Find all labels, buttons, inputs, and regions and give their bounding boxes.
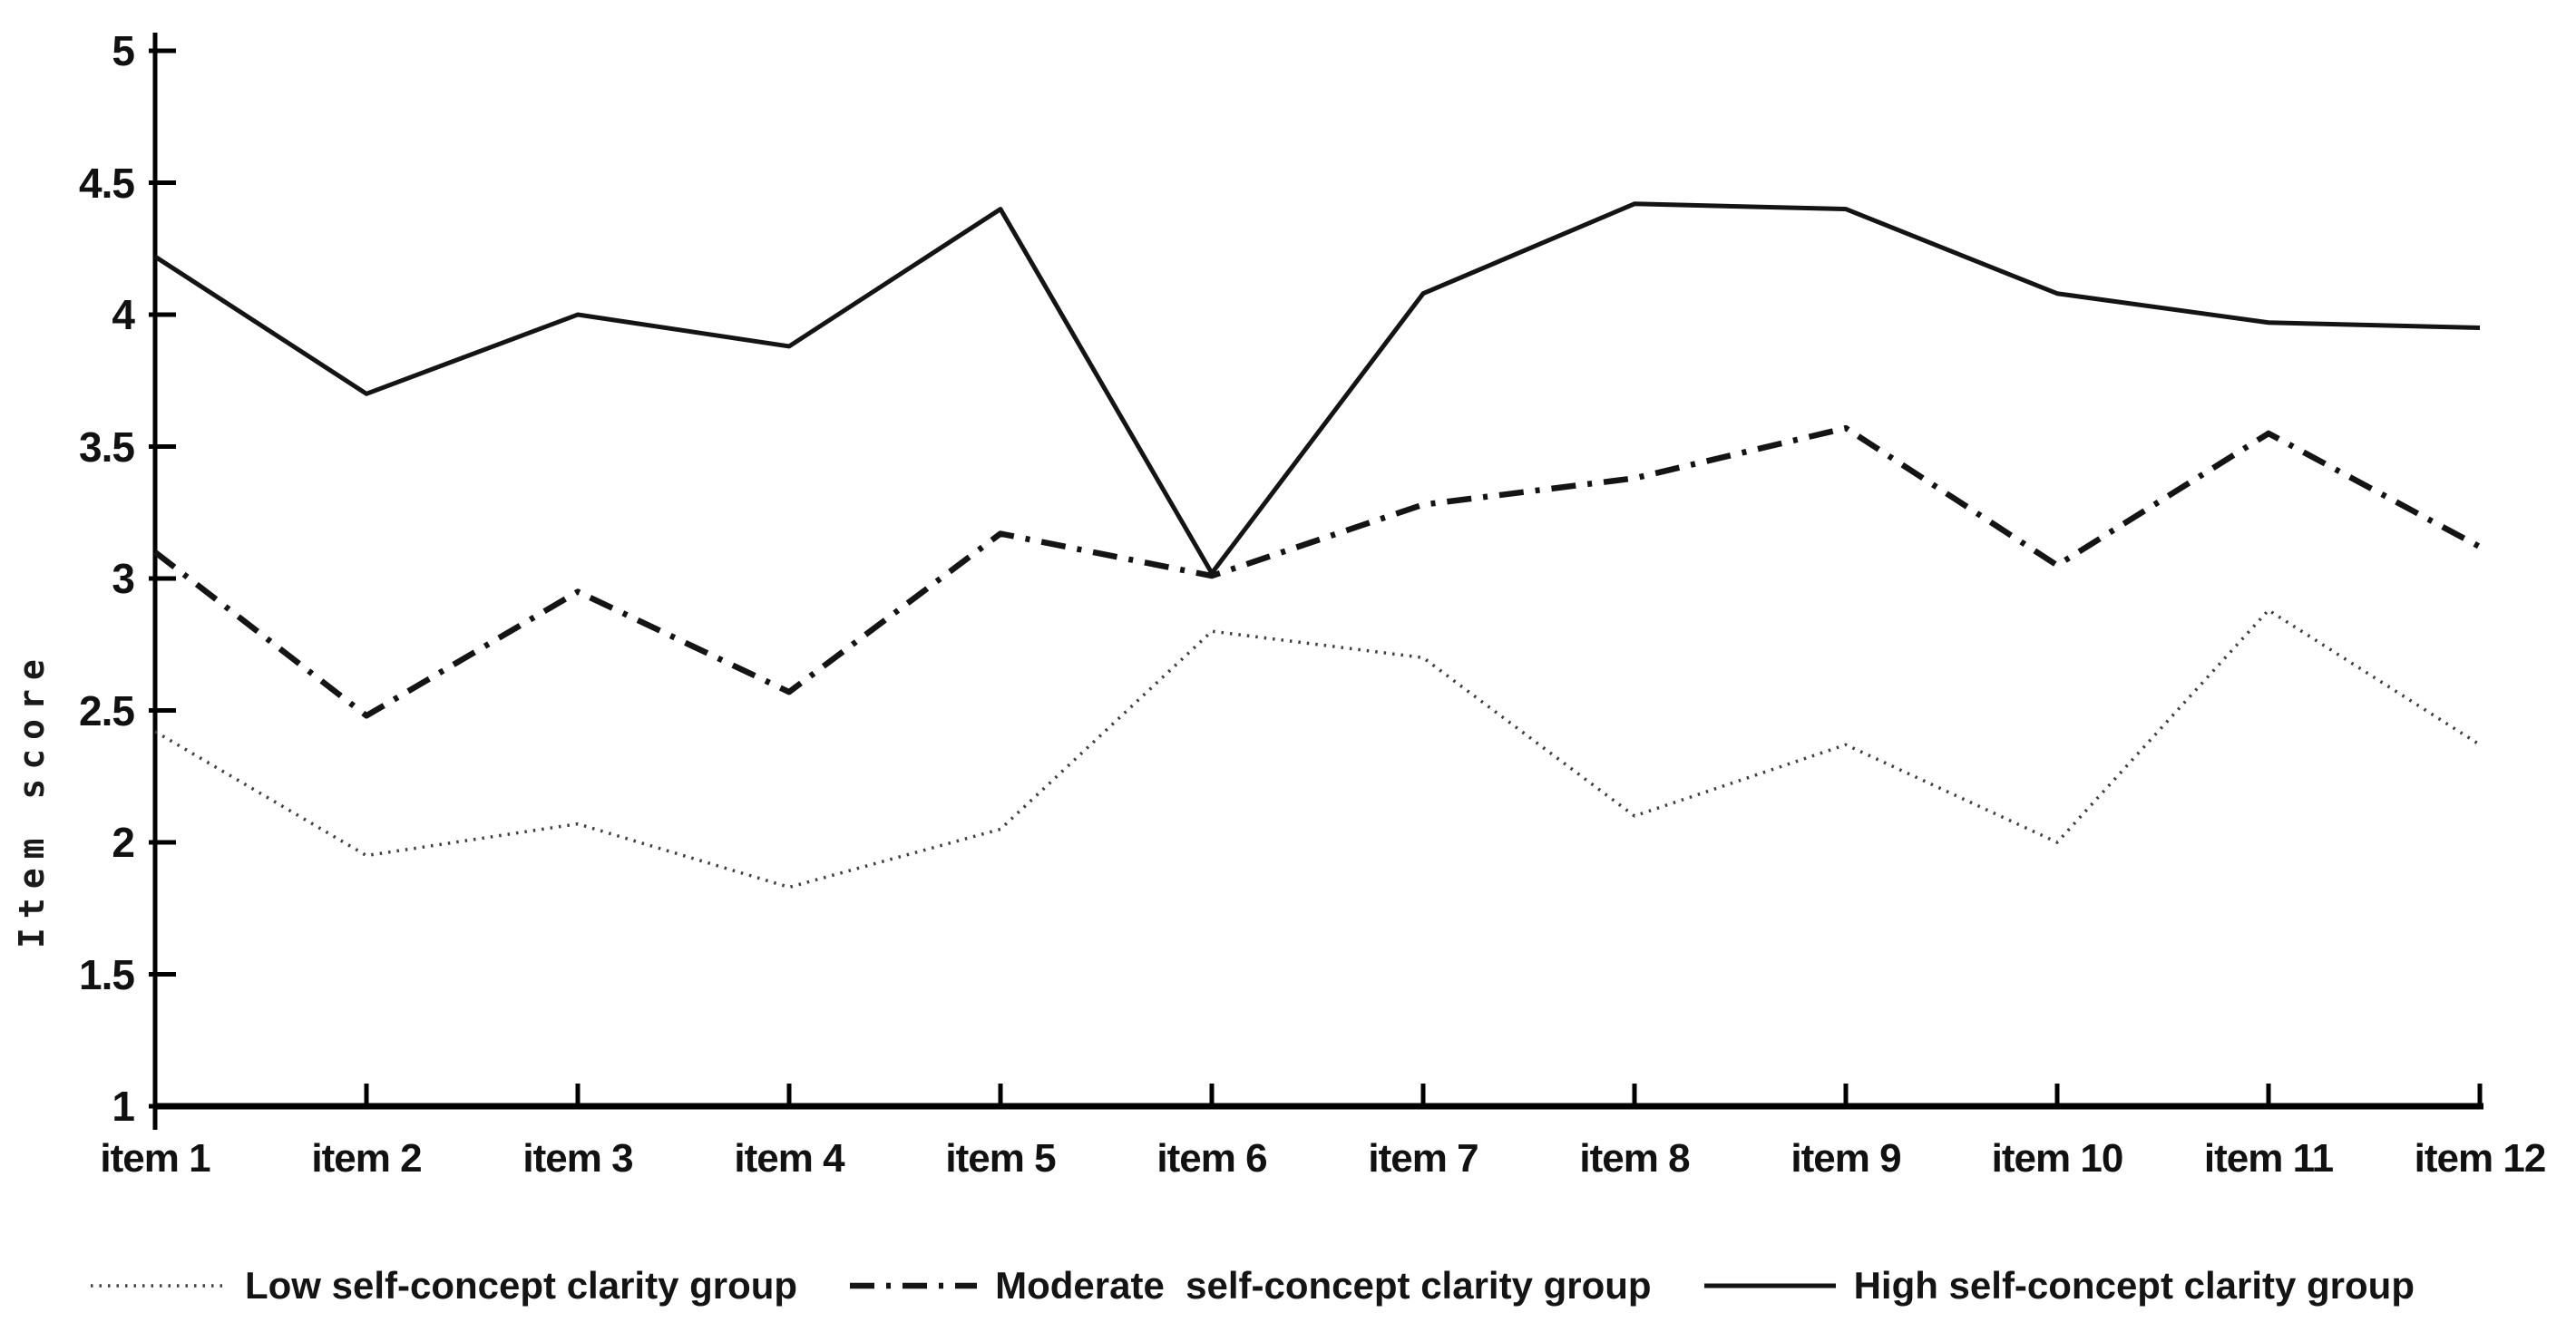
y-tick-label: 2.5 (79, 686, 135, 734)
x-tick-label: item 1 (100, 1136, 210, 1181)
y-tick-label: 4.5 (79, 159, 135, 207)
legend-item-high: High self-concept clarity group (1703, 1262, 2415, 1309)
x-tick-label: item 5 (945, 1136, 1056, 1181)
x-tick-label: item 4 (734, 1136, 844, 1181)
series-line-dashdot (153, 424, 2482, 719)
series-line-solid (153, 201, 2481, 576)
legend-item-low: Low self-concept clarity group (91, 1262, 797, 1309)
x-tick-label: item 2 (311, 1136, 422, 1181)
x-tick-label: item 12 (2414, 1136, 2547, 1181)
x-tick-label: item 10 (1991, 1136, 2124, 1181)
legend-label-moderate: Moderate self-concept clarity group (995, 1264, 1652, 1307)
solid-line-swatch (1703, 1283, 1836, 1288)
y-tick-label: 1 (112, 1083, 135, 1130)
y-tick-label: 3.5 (79, 423, 135, 471)
y-tick-label: 5 (112, 27, 135, 74)
x-tick-label: item 9 (1791, 1136, 1901, 1181)
x-tick-label: item 7 (1368, 1136, 1478, 1181)
x-tick-label: item 11 (2203, 1136, 2334, 1181)
x-tick-label: item 3 (522, 1136, 633, 1181)
dashdot-line-swatch (850, 1282, 978, 1289)
series-line-dotted (154, 608, 2481, 890)
legend: Low self-concept clarity group Moderate … (91, 1259, 2415, 1313)
x-tick-label: item 6 (1156, 1136, 1267, 1181)
dotted-line-swatch (91, 1284, 227, 1288)
y-tick-label: 3 (112, 555, 135, 602)
x-tick-label: item 8 (1579, 1136, 1690, 1181)
legend-label-low: Low self-concept clarity group (245, 1264, 798, 1307)
y-axis-title: Item score (12, 650, 52, 948)
y-tick-label: 4 (112, 291, 135, 338)
legend-label-high: High self-concept clarity group (1853, 1264, 2415, 1307)
legend-item-moderate: Moderate self-concept clarity group (850, 1262, 1652, 1309)
y-tick-label: 1.5 (79, 950, 135, 998)
y-tick-label: 2 (112, 819, 135, 866)
